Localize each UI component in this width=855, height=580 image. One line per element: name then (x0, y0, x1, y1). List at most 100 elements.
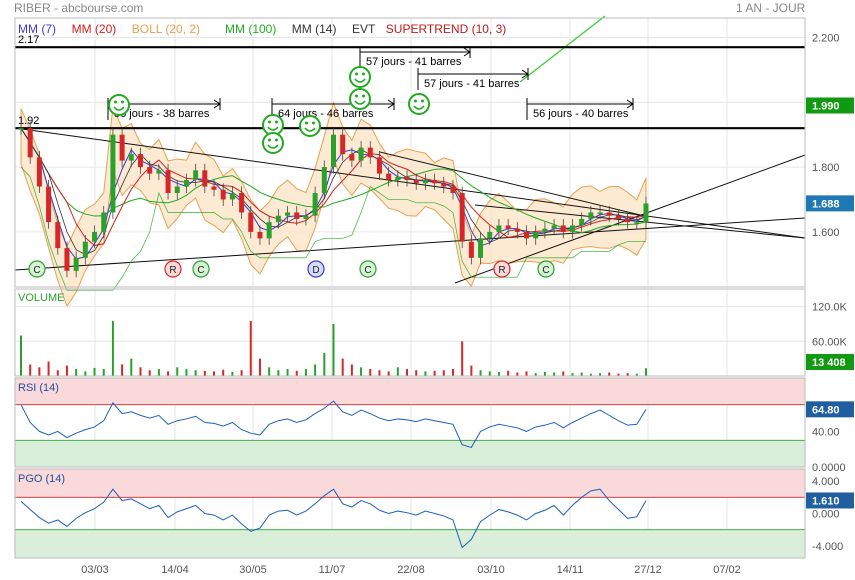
trend-line (14, 127, 806, 239)
smiley-mouth (304, 127, 316, 132)
price-panel (14, 17, 806, 288)
value-badge (806, 354, 854, 370)
pgo-panel (14, 468, 806, 559)
candle-body (376, 157, 382, 174)
smiley-eye (414, 99, 417, 103)
y-tick-label: 0.0000 (812, 462, 846, 474)
volume-bar (442, 370, 445, 376)
candle-body (551, 225, 557, 229)
volume-bar (451, 369, 454, 376)
candle-body (321, 167, 327, 194)
candle-body (413, 180, 419, 184)
smiley-eye (355, 72, 358, 76)
volume-bar (488, 371, 491, 376)
signal-marker-label: R (169, 265, 176, 276)
smiley-icon (408, 93, 430, 115)
panel-title: PGO (14) (18, 473, 65, 485)
candle-body (248, 212, 254, 232)
volume-bar (213, 371, 216, 376)
cycle-arrowhead (387, 99, 395, 109)
candle-body (432, 180, 438, 184)
candle-body (303, 215, 309, 219)
volume-bar (378, 370, 381, 376)
volume-bar (350, 364, 353, 376)
candle-body (441, 183, 447, 187)
signal-marker-label: C (364, 265, 371, 276)
volume-bar (415, 370, 418, 376)
candle-body (165, 170, 171, 194)
signal-marker (537, 260, 555, 278)
candle-body (119, 134, 125, 161)
candle-body (27, 128, 33, 158)
volume-bar (75, 369, 78, 376)
volume-bar (249, 321, 252, 376)
supertrend-line (20, 166, 646, 291)
smiley-eye (362, 72, 365, 76)
volume-bar (185, 369, 188, 376)
y-tick-label: 2.200 (812, 32, 840, 44)
smiley-eye (312, 121, 315, 125)
volume-bar (295, 370, 298, 376)
smiley-icon (262, 132, 284, 154)
volume-bar (516, 372, 519, 376)
candle-body (615, 215, 621, 219)
signal-marker-label: C (33, 265, 40, 276)
volume-bar (617, 373, 620, 376)
smiley-eye (421, 99, 424, 103)
volume-panel (14, 288, 806, 377)
signal-marker-label: D (312, 265, 319, 276)
smiley-mouth (267, 126, 279, 131)
cycle-arrowhead (463, 47, 471, 57)
cycle-arrowhead (213, 99, 221, 109)
candle-body (643, 203, 649, 223)
candle-body (533, 231, 539, 239)
volume-bar (562, 371, 565, 376)
volume-bar (369, 369, 372, 376)
legend-item: MM (14) (292, 22, 337, 36)
candle-body (386, 173, 392, 181)
candle-body (349, 154, 355, 161)
smiley-eye (121, 100, 124, 104)
volume-bar (589, 373, 592, 376)
candle-body (468, 241, 474, 258)
smiley-eye (362, 94, 365, 98)
candle-body (73, 257, 79, 271)
candle-body (606, 212, 612, 216)
candle-body (46, 186, 52, 223)
candle-body (18, 128, 24, 130)
overbought-zone (15, 378, 805, 405)
volume-bar (29, 364, 32, 376)
candle-body (239, 193, 245, 213)
signal-marker-label: C (542, 265, 549, 276)
volume-bar (571, 373, 574, 376)
volume-bar (240, 370, 243, 376)
legend-item: MM (7) (18, 22, 56, 36)
smiley-eye (114, 100, 117, 104)
smiley-mouth (113, 106, 125, 111)
candle-body (64, 248, 70, 271)
candle-body (588, 212, 594, 219)
volume-bar (461, 341, 464, 376)
volume-bar (157, 369, 160, 376)
x-tick-label: 30/05 (239, 564, 267, 576)
signal-marker-label: R (498, 265, 505, 276)
candle-body (110, 134, 116, 213)
cycle-arrowhead (521, 69, 529, 79)
volume-bar (47, 361, 50, 376)
candle-body (257, 231, 263, 239)
candle-body (275, 215, 281, 223)
rsi-panel (14, 377, 806, 468)
candle-body (229, 193, 235, 200)
candle-body (331, 134, 336, 168)
panel-title: RSI (14) (18, 382, 59, 394)
candle-body (634, 222, 640, 224)
smiley-eye (355, 94, 358, 98)
candle-body (220, 189, 226, 200)
volume-bar (148, 370, 151, 376)
level-label: 1.92 (18, 115, 39, 127)
volume-bar (286, 369, 289, 376)
volume-bar (553, 372, 556, 376)
signal-marker (493, 260, 511, 278)
candle-body (101, 212, 107, 232)
candle-body (496, 225, 502, 232)
